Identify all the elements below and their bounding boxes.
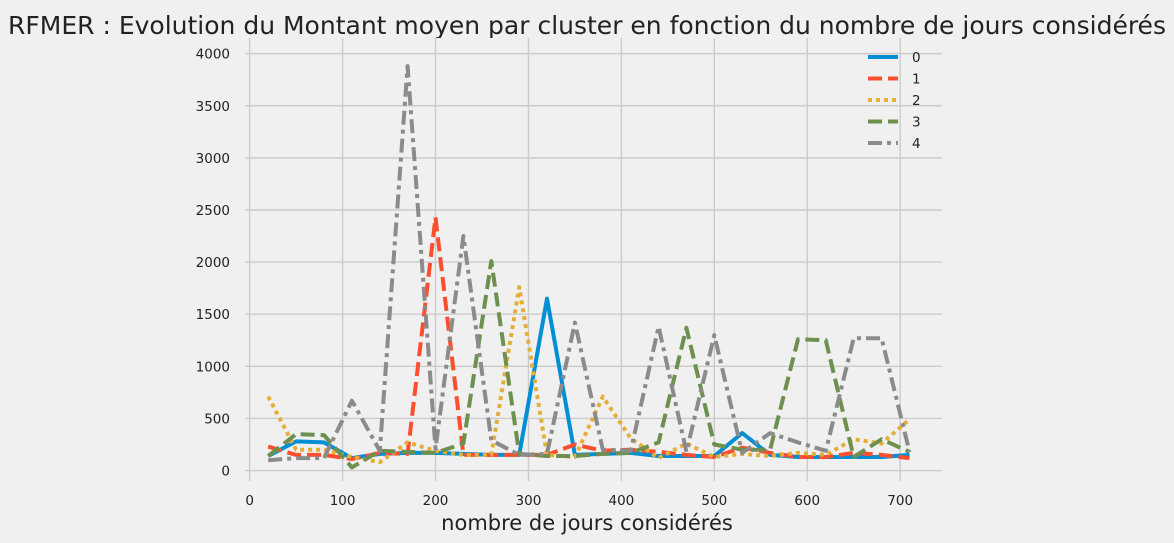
x-tick-label: 300	[516, 493, 542, 509]
y-tick-label: 1000	[196, 359, 230, 375]
series-line-2	[266, 285, 911, 465]
y-tick-label: 1500	[196, 307, 230, 323]
legend-label-4: 4	[912, 136, 921, 152]
series-line-4	[268, 64, 912, 463]
plot-area	[245, 38, 942, 481]
y-tick-label: 4000	[196, 47, 230, 63]
series-line-3	[266, 259, 911, 470]
tick-labels: 0 100 200 300 400 500 600 700 0 500 1000 1500 2000 25…	[196, 47, 913, 509]
x-tick-label: 700	[887, 493, 913, 509]
y-tick-label: 500	[204, 411, 230, 427]
x-tick-label: 100	[330, 493, 356, 509]
x-axis-title: nombre de jours considérés	[441, 511, 733, 535]
legend-label-2: 2	[912, 93, 921, 109]
y-tick-label: 2000	[196, 255, 230, 271]
x-tick-label: 0	[245, 493, 254, 509]
legend: 0 1 2 3 4	[868, 50, 921, 152]
y-tick-label: 2500	[196, 203, 230, 219]
x-tick-label: 600	[794, 493, 820, 509]
y-tick-label: 3500	[196, 99, 230, 115]
y-tick-label: 3000	[196, 151, 230, 167]
x-tick-label: 200	[423, 493, 449, 509]
series-lines	[266, 64, 912, 470]
legend-label-1: 1	[912, 72, 921, 88]
legend-label-0: 0	[912, 50, 921, 66]
chart-title: RFMER : Evolution du Montant moyen par c…	[8, 11, 1166, 40]
y-tick-label: 0	[221, 464, 230, 480]
x-tick-label: 400	[608, 493, 634, 509]
legend-label-3: 3	[912, 115, 921, 131]
x-tick-label: 500	[701, 493, 727, 509]
